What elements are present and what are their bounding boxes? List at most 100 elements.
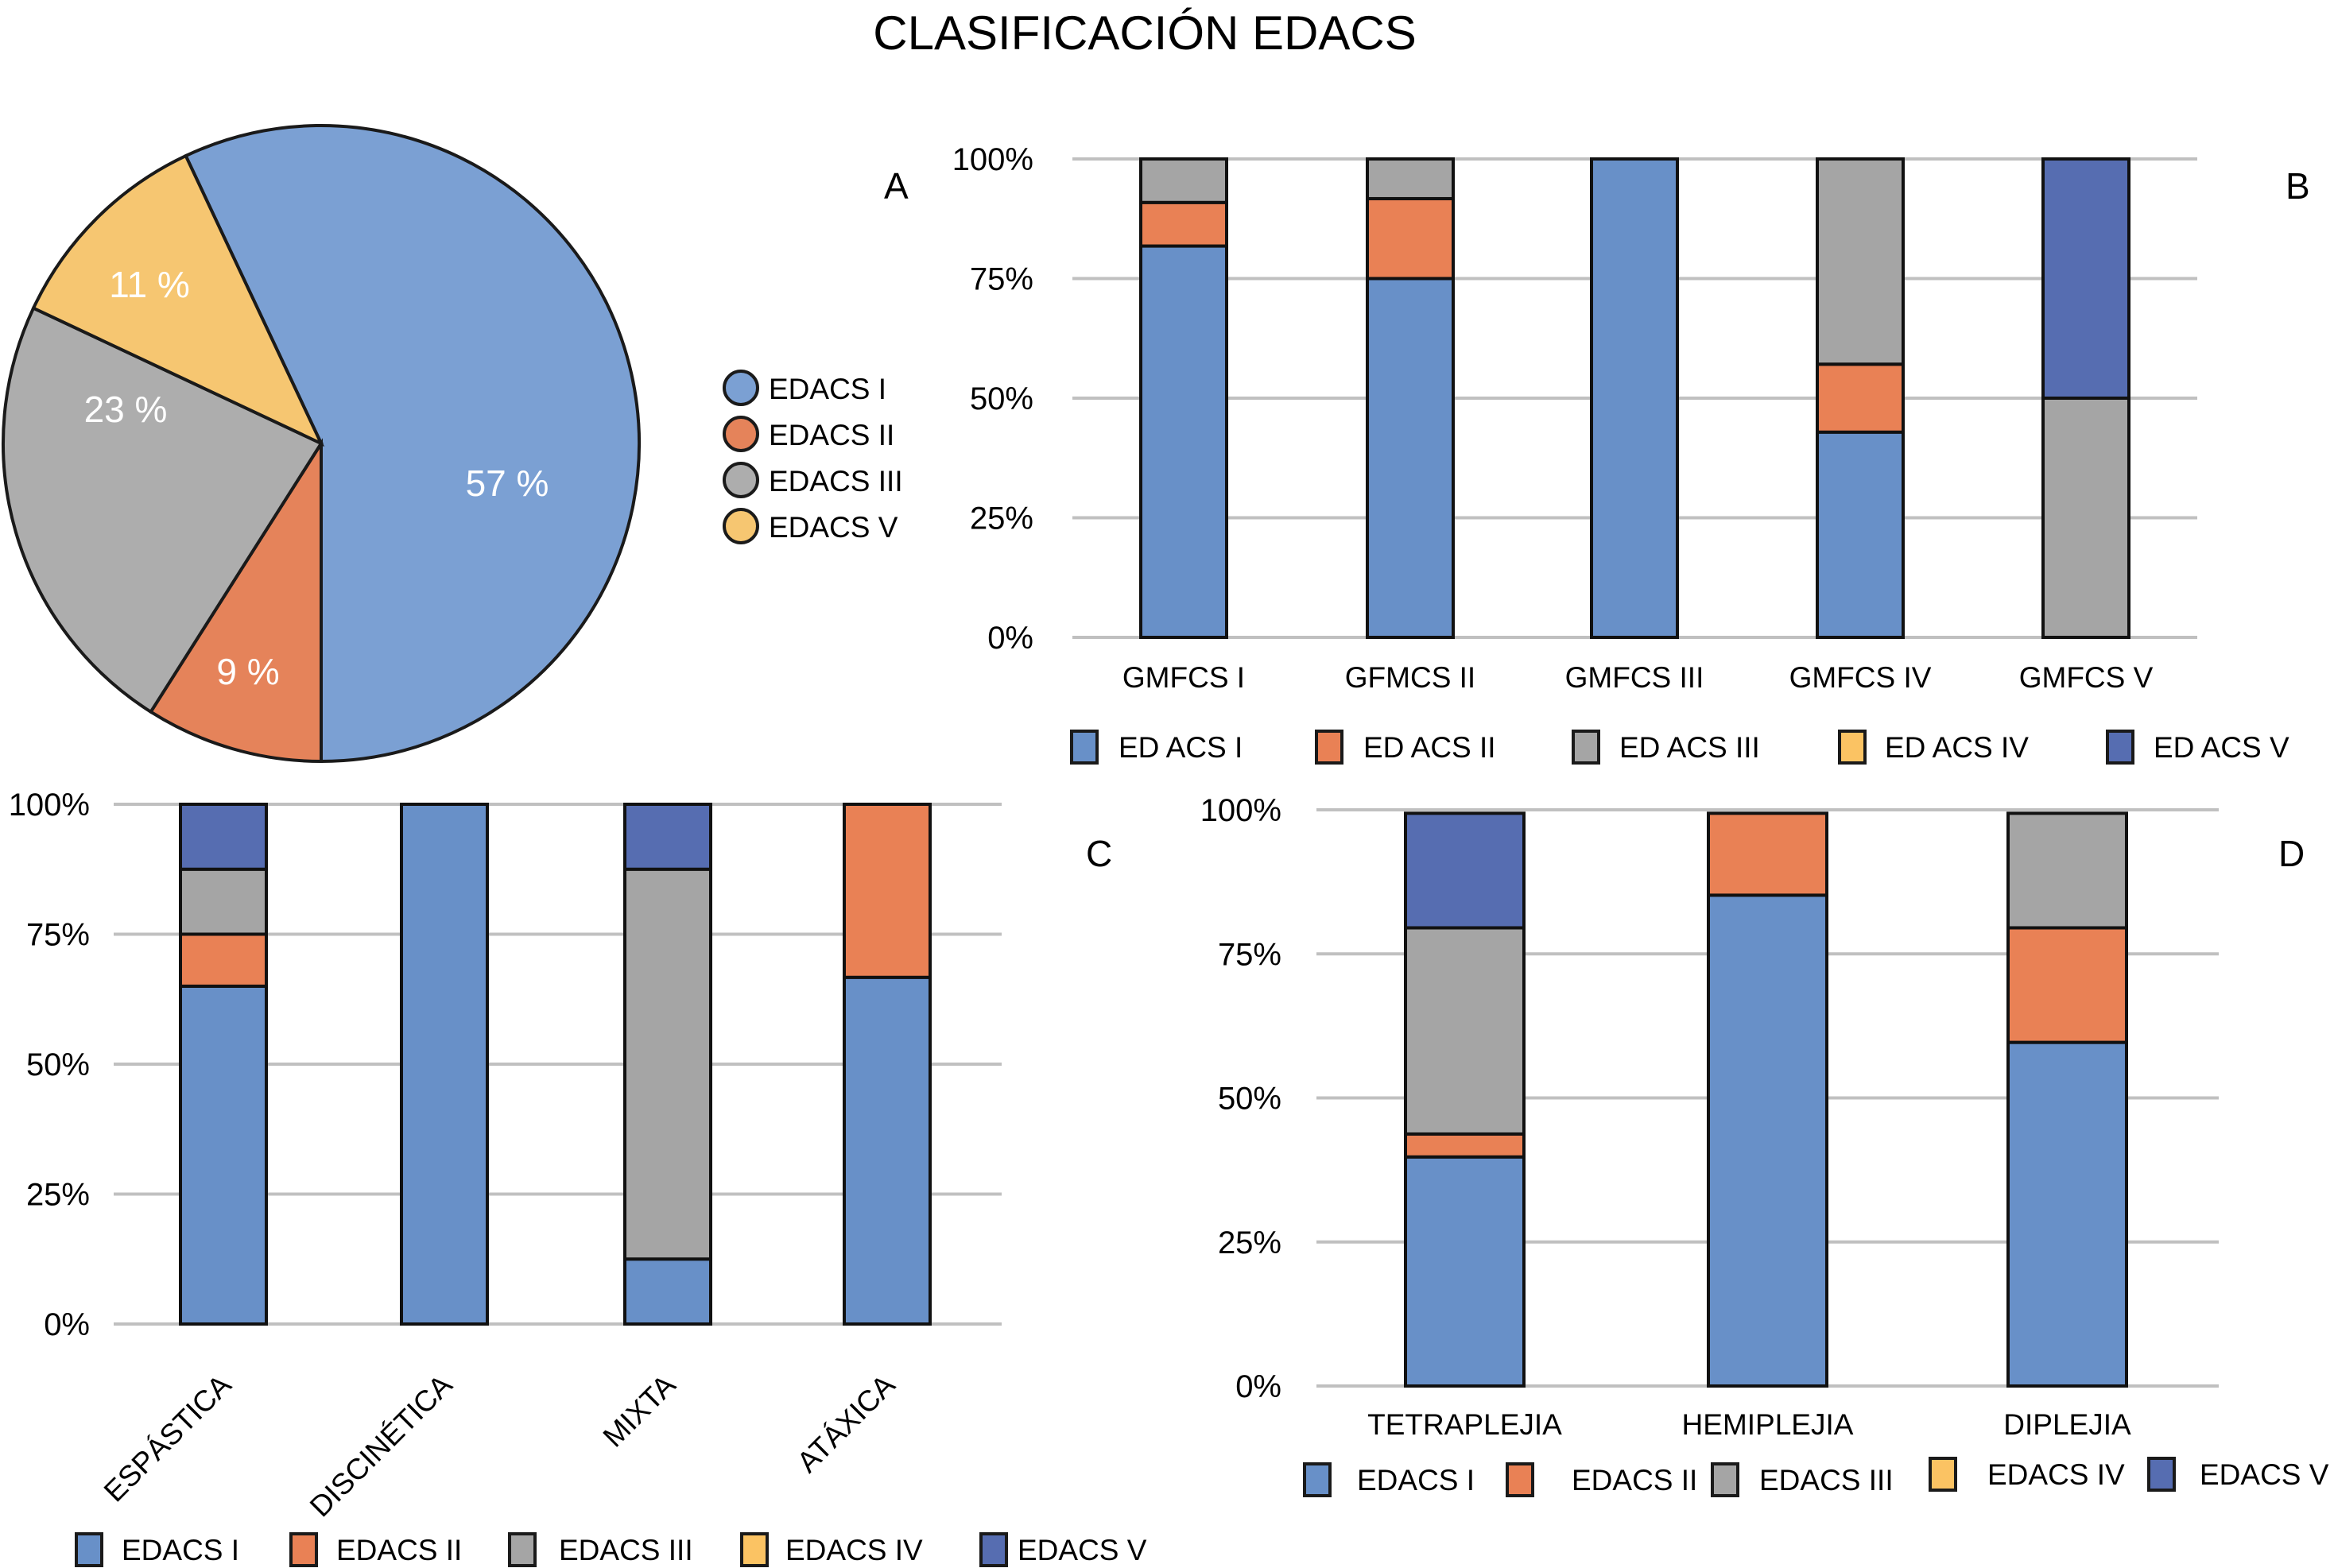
legend-marker-edacs-i xyxy=(723,370,759,406)
bar-segment-edacs-i xyxy=(400,803,489,1326)
legend-swatch-edacs-i xyxy=(1303,1462,1332,1497)
legend-swatch-edacs-iv xyxy=(1838,730,1867,765)
y-tick-label: 100% xyxy=(1200,793,1281,828)
legend-swatch-edacs-ii xyxy=(1315,730,1343,765)
legend-label: EDACS III xyxy=(1759,1464,1894,1496)
bar-segment-edacs-ii xyxy=(179,932,268,988)
y-tick-label: 75% xyxy=(26,918,90,953)
bar-segment-edacs-v xyxy=(1404,811,1526,930)
chart-b-bars xyxy=(1139,157,2130,639)
bar-segment-edacs-ii xyxy=(1404,1132,1526,1159)
legend-label: EDACS III xyxy=(769,465,903,498)
legend-label: EDACS V xyxy=(769,511,898,544)
y-tick-label: 0% xyxy=(44,1307,90,1342)
chart-d-topography: 0% 25% 50% 75% 100% TETRAPLEJIA HEMIPLEJIA DIP… xyxy=(1200,793,2329,1497)
bar-segment-edacs-iii xyxy=(179,867,268,936)
chart-d-bars xyxy=(1404,811,2128,1388)
legend-label: EDACS V xyxy=(2200,1458,2329,1491)
legend-swatch-edacs-v xyxy=(2106,730,2134,765)
legend-label: ED ACS V xyxy=(2154,731,2289,764)
panel-label-a: A xyxy=(884,165,909,207)
chart-d-y-ticks: 0% 25% 50% 75% 100% xyxy=(1200,793,1281,1404)
legend-swatch-edacs-i xyxy=(75,1532,103,1567)
pie-legend: EDACS I EDACS II EDACS III EDACS V xyxy=(723,370,903,544)
y-tick-label: 50% xyxy=(1218,1082,1281,1117)
pie-data-label: 57 % xyxy=(466,463,549,504)
bar-segment-edacs-ii xyxy=(1366,196,1455,281)
bar-segment-edacs-ii xyxy=(1139,200,1228,248)
pie-slice-edacs-v xyxy=(31,153,325,447)
x-tick-label: HEMIPLEJIA xyxy=(1682,1408,1854,1441)
legend-swatch-edacs-ii xyxy=(1506,1462,1534,1497)
y-tick-label: 25% xyxy=(970,501,1033,536)
bar-segment-edacs-v xyxy=(623,803,712,871)
chart-c-bars xyxy=(179,803,932,1326)
legend-label: ED ACS IV xyxy=(1885,731,2029,764)
panel-label-c: C xyxy=(1086,833,1112,874)
chart-c-y-ticks: 0% 25% 50% 75% 100% xyxy=(9,788,90,1342)
legend-swatch-edacs-iv xyxy=(740,1532,769,1567)
legend-swatch-edacs-iv xyxy=(1929,1457,1957,1492)
legend-swatch-edacs-iii xyxy=(1711,1462,1739,1497)
legend-label: EDACS II xyxy=(769,419,894,451)
bar-segment-edacs-iii xyxy=(1366,157,1455,200)
bar-segment-edacs-i xyxy=(843,975,932,1326)
chart-b-legend: ED ACS I ED ACS II ED ACS III ED ACS IV ED A… xyxy=(1070,730,2289,765)
y-tick-label: 25% xyxy=(1218,1225,1281,1260)
legend-label: EDACS V xyxy=(1018,1534,1147,1566)
pie-slice-edacs-ii xyxy=(148,438,323,764)
x-tick-label: GFMCS II xyxy=(1345,661,1475,694)
y-tick-label: 100% xyxy=(952,142,1033,177)
x-tick-label: MIXTA xyxy=(597,1368,682,1453)
bar-segment-edacs-i xyxy=(1707,893,1828,1388)
bar-segment-edacs-iii xyxy=(1816,157,1905,366)
bar-segment-edacs-ii xyxy=(1816,362,1905,434)
legend-label: ED ACS II xyxy=(1363,731,1496,764)
legend-label: EDACS IV xyxy=(785,1534,923,1566)
bar-segment-edacs-v xyxy=(179,803,268,871)
bar-segment-edacs-i xyxy=(179,984,268,1326)
legend-label: EDACS I xyxy=(1357,1464,1475,1496)
bar-segment-edacs-i xyxy=(623,1257,712,1326)
bar-segment-edacs-iii xyxy=(1404,926,1526,1136)
bar-segment-edacs-i xyxy=(1404,1155,1526,1388)
pie-data-label: 23 % xyxy=(84,389,168,430)
x-tick-label: TETRAPLEJIA xyxy=(1367,1408,1562,1441)
bar-segment-edacs-ii xyxy=(843,803,932,979)
y-tick-label: 75% xyxy=(1218,937,1281,972)
x-tick-label: GMFCS III xyxy=(1565,661,1704,694)
bar-segment-edacs-i xyxy=(1139,244,1228,639)
y-tick-label: 25% xyxy=(26,1178,90,1213)
y-tick-label: 100% xyxy=(9,788,90,823)
x-tick-label: GMFCS IV xyxy=(1789,661,1932,694)
chart-b-y-ticks: 0% 25% 50% 75% 100% xyxy=(952,142,1033,656)
y-tick-label: 50% xyxy=(970,381,1033,416)
legend-label: EDACS I xyxy=(769,373,886,405)
y-tick-label: 0% xyxy=(1235,1369,1281,1404)
y-tick-label: 75% xyxy=(970,262,1033,297)
pie-data-label: 11 % xyxy=(109,264,189,305)
pie-slices xyxy=(2,124,641,764)
bar-segment-edacs-iii xyxy=(1139,157,1228,204)
x-tick-label: ESPÁSTICA xyxy=(98,1368,238,1508)
legend-label: EDACS II xyxy=(1572,1464,1697,1496)
legend-swatch-edacs-v xyxy=(2147,1457,2176,1492)
legend-label: ED ACS I xyxy=(1119,731,1243,764)
chart-b-gmfcs: 0% 25% 50% 75% 100% GMFCS I GFMCS II GMFCS III… xyxy=(952,142,2310,765)
legend-swatch-edacs-i xyxy=(1070,730,1099,765)
pie-slice-edacs-iii xyxy=(2,306,324,714)
bar-segment-edacs-i xyxy=(2006,1040,2128,1388)
figure-title: CLASIFICACIÓN EDACS xyxy=(873,6,1416,60)
bar-segment-edacs-v xyxy=(2041,157,2130,400)
legend-swatch-edacs-v xyxy=(979,1532,1008,1567)
legend-swatch-edacs-iii xyxy=(508,1532,537,1567)
x-tick-label: GMFCS V xyxy=(2019,661,2154,694)
bar-segment-edacs-ii xyxy=(1707,811,1828,897)
pie-slice-edacs-i xyxy=(184,124,641,764)
chart-a-pie: 57 % 9 % 23 % 11 % EDACS I EDACS II EDACS III… xyxy=(2,124,909,764)
y-tick-label: 50% xyxy=(26,1047,90,1082)
x-tick-label: GMFCS I xyxy=(1122,661,1245,694)
bar-segment-edacs-iii xyxy=(623,867,712,1261)
legend-swatch-edacs-iii xyxy=(1572,730,1600,765)
